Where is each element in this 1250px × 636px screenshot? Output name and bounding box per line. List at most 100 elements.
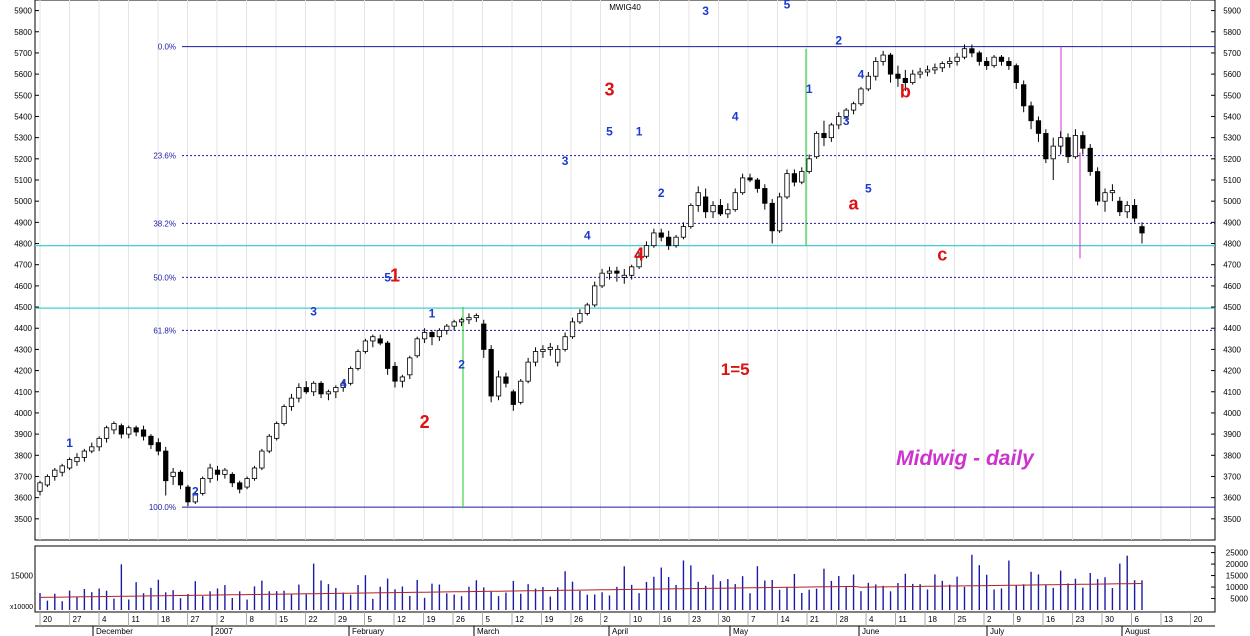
- candle-body: [762, 188, 768, 204]
- candle-body: [924, 69, 931, 73]
- volume-panel-frame: [34, 545, 1216, 613]
- ytick-label-left: 5100: [14, 176, 32, 185]
- candle-body: [703, 196, 709, 213]
- fibonacci-levels: 0.0% 23.6% 38.2% 50.0% 61.8% 100.0%: [35, 43, 1215, 512]
- wave-label: 1: [429, 307, 436, 321]
- candle-body: [991, 56, 997, 67]
- candle-body: [732, 192, 738, 211]
- candle-body: [791, 173, 798, 183]
- ytick-label-left: 5700: [14, 49, 32, 58]
- candle-body: [688, 205, 694, 227]
- xtick-label: 19: [545, 615, 554, 624]
- ytick-label-right: 5300: [1223, 134, 1241, 143]
- volume-average-line: [39, 583, 1143, 598]
- ytick-label-right: 5100: [1223, 176, 1241, 185]
- price-panel-frame: [34, 0, 1216, 541]
- candle-body: [421, 332, 428, 340]
- candle-body: [118, 425, 124, 435]
- candle-body: [392, 365, 398, 382]
- wave-label: 5: [865, 182, 872, 196]
- xtick-label: 11: [899, 615, 908, 624]
- candle-body: [643, 245, 650, 257]
- candle-body: [747, 177, 753, 181]
- month-label: December: [96, 627, 133, 636]
- ytick-label-right: 5600: [1223, 70, 1241, 79]
- xtick-label: 4: [102, 615, 107, 624]
- ytick-label-left: 3800: [14, 451, 32, 460]
- candle-body: [865, 75, 871, 90]
- candle-body: [362, 340, 369, 352]
- candle-body: [451, 321, 457, 327]
- candle-body: [288, 397, 295, 407]
- candle-body: [717, 205, 724, 215]
- wave-label: 1=5: [721, 360, 750, 379]
- xtick-label: 30: [1105, 615, 1114, 624]
- ytick-label-left: 3900: [14, 430, 32, 439]
- candle-body: [666, 236, 672, 247]
- candle-body: [355, 351, 361, 369]
- candle-body: [710, 205, 716, 213]
- candle-body: [281, 406, 287, 424]
- candle-body: [200, 478, 206, 494]
- candle-body: [1021, 84, 1027, 107]
- candle-body: [895, 73, 901, 79]
- axes: 3500 3500 3600 3600 3700 3700 3800 3800 3900 3900…: [14, 7, 1242, 636]
- wave-label: 4: [634, 244, 644, 264]
- candle-body: [133, 427, 139, 433]
- candle-body: [1117, 200, 1123, 213]
- candle-body: [177, 471, 184, 486]
- vol-left-label: 15000: [11, 572, 34, 581]
- candle-body: [828, 124, 834, 139]
- candle-body: [976, 52, 982, 62]
- candle-body: [555, 349, 561, 363]
- ytick-label-right: 4900: [1223, 218, 1241, 227]
- ytick-label-right: 5400: [1223, 112, 1241, 121]
- candle-body: [466, 317, 472, 321]
- candle-body: [96, 437, 102, 448]
- candle-body: [836, 116, 842, 126]
- ytick-label-left: 4400: [14, 324, 32, 333]
- ytick-label-right: 3900: [1223, 430, 1241, 439]
- candle-body: [1139, 226, 1145, 234]
- xtick-label: 9: [1017, 615, 1022, 624]
- candle-body: [651, 232, 657, 247]
- candle-body: [932, 67, 938, 71]
- wave-label: c: [937, 244, 947, 264]
- candle-body: [66, 459, 73, 469]
- candle-body: [311, 382, 317, 393]
- xtick-label: 27: [73, 615, 82, 624]
- candle-body: [266, 435, 272, 452]
- candle-body: [821, 133, 827, 139]
- fib-label: 100.0%: [149, 503, 176, 512]
- candle-body: [89, 446, 95, 452]
- candle-body: [917, 71, 923, 75]
- candle-body: [606, 270, 613, 274]
- candle-body: [155, 442, 161, 452]
- grid: [39, 0, 1191, 626]
- month-label: 2007: [215, 627, 233, 636]
- xtick-label: 12: [397, 615, 406, 624]
- candle-body: [806, 158, 812, 172]
- candle-body: [969, 48, 975, 54]
- wave-label: 1: [390, 266, 400, 286]
- candle-body: [303, 387, 309, 393]
- candle-body: [126, 427, 132, 435]
- ytick-label-left: 4500: [14, 303, 32, 312]
- candle-body: [370, 336, 376, 342]
- ytick-label-left: 4900: [14, 218, 32, 227]
- candle-body: [592, 285, 598, 306]
- ytick-label-left: 4200: [14, 367, 32, 376]
- candle-body: [1058, 137, 1064, 147]
- xtick-label: 18: [928, 615, 937, 624]
- candle-body: [510, 391, 516, 405]
- candle-body: [673, 236, 679, 247]
- candle-body: [207, 467, 213, 479]
- wave-label: 2: [458, 357, 465, 371]
- candle-body: [776, 196, 783, 232]
- xtick-label: 18: [161, 615, 170, 624]
- xtick-label: 25: [958, 615, 967, 624]
- month-label: April: [612, 627, 628, 636]
- vol-tick-label: 25000: [1226, 549, 1249, 558]
- wave-label: 4: [858, 67, 865, 81]
- candle-body: [340, 382, 346, 388]
